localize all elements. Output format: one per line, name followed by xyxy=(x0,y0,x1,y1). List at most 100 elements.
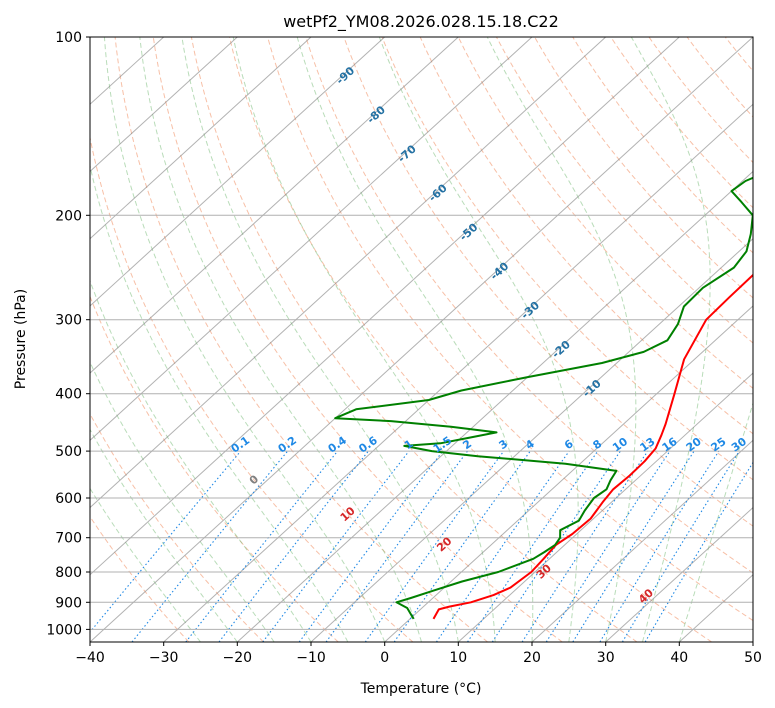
dry-adiabat xyxy=(305,37,753,574)
y-tick-label: 700 xyxy=(55,531,82,547)
chart-title: wetPf2_YM08.2026.028.15.18.C22 xyxy=(283,12,559,32)
moist-adiabat xyxy=(90,361,275,642)
isotherm xyxy=(236,170,753,642)
y-axis-ticks: 100 200 300 400 500 600 700 800 900 1000 xyxy=(46,30,90,638)
mixing-ratio-line xyxy=(621,450,740,642)
x-tick-label: 0 xyxy=(380,650,389,666)
moist-adiabat xyxy=(630,37,711,642)
dry-adiabat xyxy=(190,37,638,642)
temperature-profile xyxy=(432,273,753,620)
y-tick-label: 100 xyxy=(55,30,82,46)
x-tick-label: 50 xyxy=(744,650,762,666)
isotherm xyxy=(531,439,753,642)
mixing-ratio-label: 0.4 xyxy=(326,434,350,456)
y-axis-label: Pressure (hPa) xyxy=(13,289,29,389)
mixing-ratio-line xyxy=(185,450,339,642)
isotherm xyxy=(752,641,753,642)
mixing-ratio-line xyxy=(298,450,444,642)
y-tick-label: 600 xyxy=(55,491,82,507)
mixing-ratio-line xyxy=(325,450,468,642)
x-tick-label: −30 xyxy=(149,650,179,666)
dewpoint-profile xyxy=(334,176,753,620)
moist-adiabat xyxy=(103,37,386,642)
isotherm xyxy=(90,37,459,374)
y-tick-label: 300 xyxy=(55,313,82,329)
isotherm-label: -20 xyxy=(549,338,573,361)
dry-adiabat xyxy=(90,412,264,642)
y-tick-label: 800 xyxy=(55,565,82,581)
dry-adiabat xyxy=(419,37,753,435)
y-tick-label: 500 xyxy=(55,444,82,460)
isotherm xyxy=(90,37,238,173)
x-axis-label: Temperature (°C) xyxy=(360,681,482,697)
dry-adiabat xyxy=(724,37,753,72)
mixing-ratio-label: 4 xyxy=(523,437,537,452)
mixing-ratio-line xyxy=(393,450,531,642)
x-tick-label: −20 xyxy=(223,650,253,666)
isotherm-label: -50 xyxy=(457,220,481,243)
mixing-ratio-label: 3 xyxy=(497,437,511,452)
dry-adiabat xyxy=(534,37,753,299)
isotherm-label: -40 xyxy=(488,260,512,283)
plot-frame xyxy=(89,36,754,643)
moist-adiabat xyxy=(232,37,496,642)
dry-adiabat xyxy=(495,37,753,344)
dry-adiabat xyxy=(381,37,753,481)
isotherm xyxy=(90,37,680,576)
isotherm xyxy=(163,103,753,642)
isotherm xyxy=(90,37,753,642)
dry-adiabat xyxy=(152,37,563,642)
mixing-ratio-line xyxy=(545,450,671,642)
dry-adiabat-label: 40 xyxy=(636,586,656,606)
isotherm-label: -70 xyxy=(395,142,419,165)
dry-adiabat xyxy=(343,37,753,527)
isotherm xyxy=(457,372,753,642)
mixing-ratio-line xyxy=(467,450,599,642)
x-tick-label: 30 xyxy=(597,650,615,666)
isotherm xyxy=(605,506,753,642)
isotherm xyxy=(90,37,312,240)
dry-adiabat-label: 0 xyxy=(247,472,262,487)
mixing-ratio-line xyxy=(262,450,410,642)
mixing-ratio-line xyxy=(572,450,695,642)
x-tick-label: −40 xyxy=(75,650,105,666)
moist-adiabat xyxy=(181,37,459,642)
dry-adiabat xyxy=(114,37,488,642)
moist-adiabat xyxy=(678,401,753,642)
moist-adiabat xyxy=(90,428,238,642)
y-tick-label: 1000 xyxy=(46,622,82,638)
mixing-ratio-line xyxy=(131,450,289,642)
isotherm xyxy=(310,237,753,642)
moist-adiabat xyxy=(296,37,534,642)
mixing-ratio-label: 0.1 xyxy=(229,434,252,456)
moist-adiabat xyxy=(90,487,201,642)
isotherm-label: -10 xyxy=(580,377,604,400)
y-tick-label: 400 xyxy=(55,387,82,403)
mixing-ratio-line xyxy=(90,450,242,633)
mixing-ratio-line xyxy=(521,450,649,642)
moist-adiabat xyxy=(378,37,579,642)
isotherm xyxy=(90,37,386,307)
isotherm xyxy=(384,305,753,642)
dry-adiabat xyxy=(457,37,753,389)
mixing-ratio-label: 0.6 xyxy=(356,434,380,456)
dry-adiabat xyxy=(686,37,753,118)
isotherm-label: -30 xyxy=(519,299,543,322)
isotherm-label: -80 xyxy=(365,103,389,126)
dry-adiabat xyxy=(572,37,753,254)
mixing-ratio-line xyxy=(491,450,621,642)
moist-adiabat xyxy=(486,37,637,642)
mixing-ratio-line xyxy=(435,450,570,642)
moist-adiabat xyxy=(90,163,349,642)
mixing-ratio-label: 0.2 xyxy=(276,434,299,456)
y-tick-label: 200 xyxy=(55,208,82,224)
mixing-ratio-line xyxy=(364,450,505,642)
x-tick-label: 10 xyxy=(449,650,467,666)
isotherm-label: -90 xyxy=(334,64,358,87)
x-axis-ticks: −40 −30 −20 −10 0 10 20 30 40 50 xyxy=(75,642,762,666)
isotherm xyxy=(90,37,607,509)
dry-adiabat xyxy=(267,37,753,622)
moist-adiabat xyxy=(90,279,312,642)
dry-adiabat xyxy=(610,37,753,209)
